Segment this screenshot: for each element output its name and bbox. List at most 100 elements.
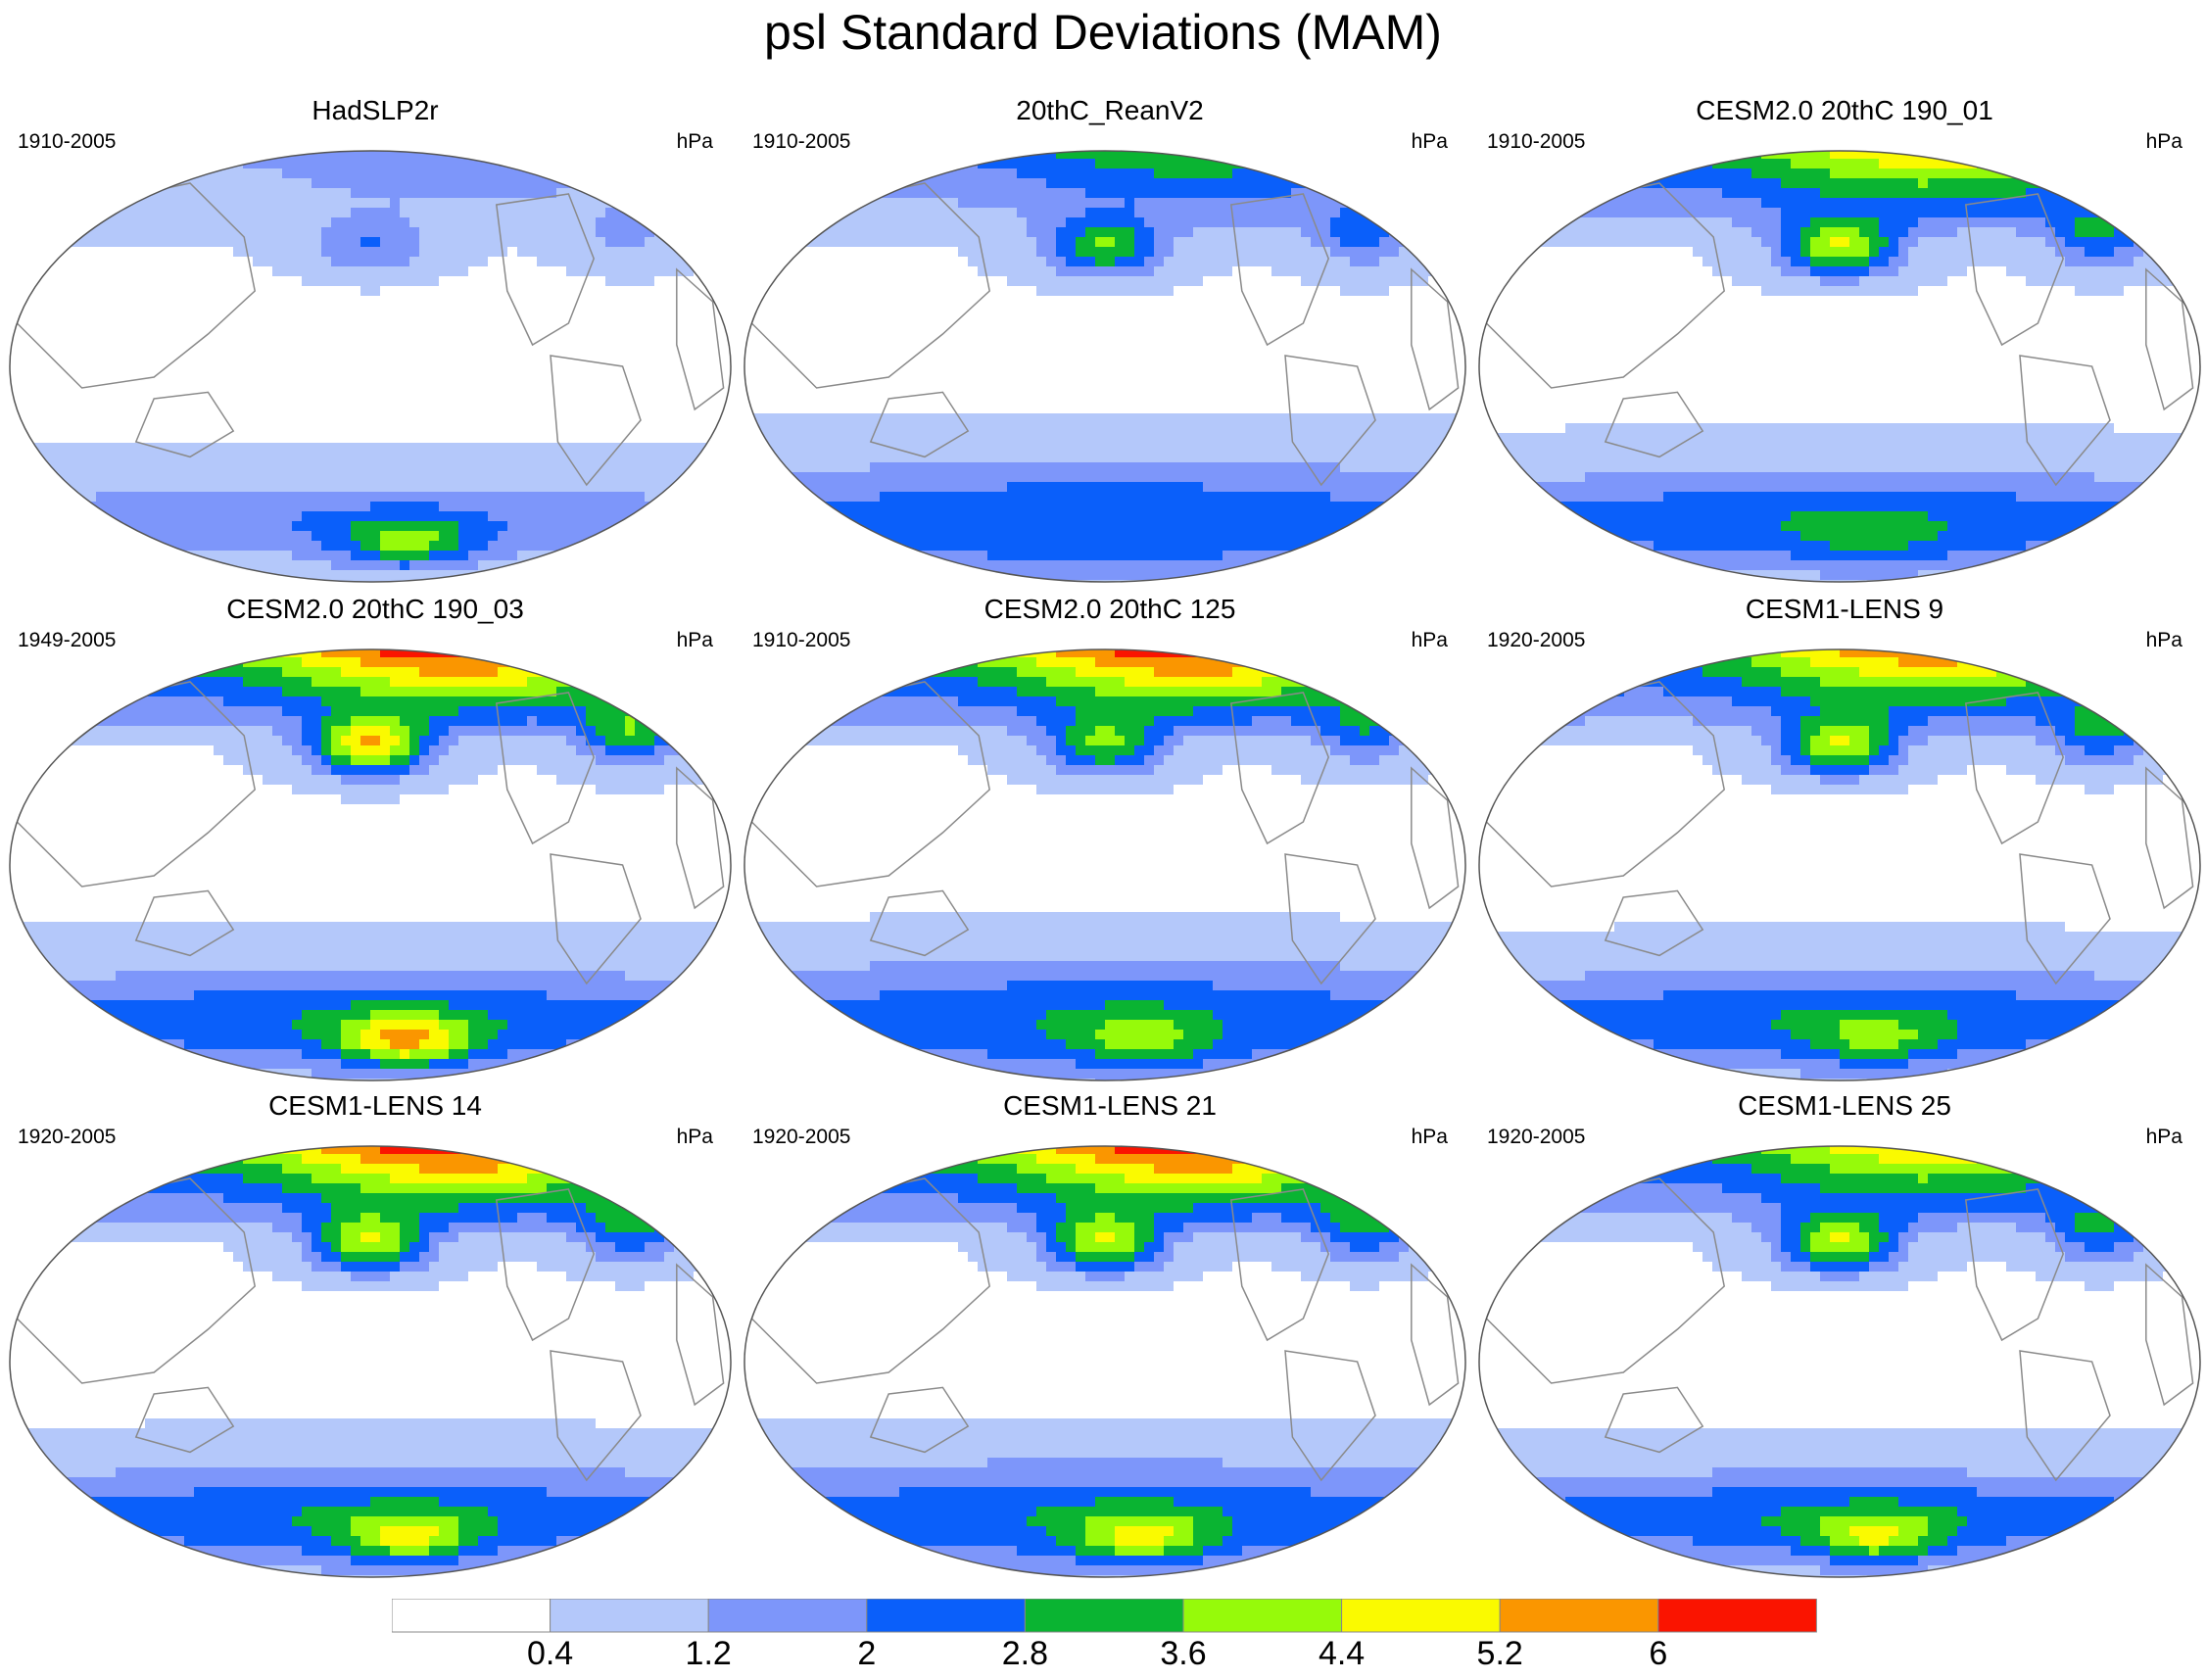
contour-cell <box>1164 1262 1233 1272</box>
map-panel: CESM1-LENS 25 1920-2005 hPa <box>1477 1089 2206 1578</box>
contour-cell <box>1134 1232 1155 1243</box>
contour-cell <box>1479 804 2200 815</box>
contour-cell <box>674 159 731 169</box>
contour-cell <box>10 1232 293 1243</box>
coastline <box>1964 193 2065 347</box>
contour-cell <box>10 687 68 697</box>
contour-cell <box>10 1164 68 1175</box>
contour-cell <box>67 667 283 678</box>
contour-cell <box>1879 227 1909 238</box>
contour-cell <box>1479 178 1508 189</box>
contour-cell <box>978 159 1096 169</box>
contour-cell <box>840 1154 979 1165</box>
contour-cell <box>596 726 626 737</box>
contour-cell <box>10 1049 303 1060</box>
contour-cell <box>1056 1252 1077 1263</box>
panel-title: CESM1-LENS 25 <box>1738 1090 1951 1121</box>
contour-cell <box>10 726 28 737</box>
panel-period: 1910-2005 <box>752 629 851 651</box>
colorbar-box <box>1499 1599 1659 1633</box>
contour-cell <box>429 551 469 561</box>
contour-cell <box>744 765 988 776</box>
contour-cell <box>968 257 1047 267</box>
contour-cell <box>744 1409 1465 1419</box>
contour-cell <box>67 1164 283 1175</box>
panel-period: 1920-2005 <box>1487 1126 1586 1148</box>
contour-cell <box>1056 1223 1077 1233</box>
contour-cell <box>10 1507 303 1517</box>
contour-cell <box>10 804 731 815</box>
panel-title: CESM1-LENS 14 <box>268 1090 482 1121</box>
contour-cell <box>576 1223 606 1233</box>
contour-cell <box>1947 551 2200 561</box>
contour-cell <box>2153 696 2200 707</box>
panel-period: 1920-2005 <box>1487 629 1586 651</box>
contour-cell <box>10 706 58 717</box>
contour-cell <box>1918 570 2200 581</box>
contour-cell <box>2085 1242 2115 1253</box>
contour-cell <box>1154 1213 1253 1224</box>
contour-cell <box>1350 1281 1380 1292</box>
contour-cell <box>987 765 1057 776</box>
contour-cell <box>10 794 342 805</box>
contour-cell <box>1869 1232 1890 1243</box>
contour-cell <box>703 1223 731 1233</box>
contour-cell <box>1056 1232 1077 1243</box>
contour-cell <box>10 990 195 1001</box>
contour-cell <box>478 1536 557 1547</box>
contour-cell <box>27 649 77 658</box>
contour-cell <box>380 286 731 297</box>
world-map <box>743 150 1466 583</box>
contour-cell <box>1438 1223 1465 1233</box>
contour-cell <box>321 1146 381 1155</box>
contour-cell <box>1330 1232 1400 1243</box>
contour-cell <box>1898 736 1929 746</box>
contour-cell <box>1771 1020 1841 1031</box>
contour-cell <box>1076 1059 1204 1070</box>
contour-cell <box>1311 1223 1341 1233</box>
contour-cell <box>664 785 731 795</box>
contour-cell <box>2143 217 2183 228</box>
contour-cell <box>1409 159 1465 169</box>
contour-cell <box>1174 1497 1419 1508</box>
contour-cell <box>360 286 381 297</box>
contour-cell <box>744 1497 792 1508</box>
contour-cell <box>1479 726 1752 737</box>
contour-cell <box>1428 1526 1465 1537</box>
coastline <box>1411 267 1460 411</box>
contour-cell <box>1125 736 1145 746</box>
contour-cell <box>1418 1213 1465 1224</box>
contour-cell <box>1781 1232 1801 1243</box>
contour-cell <box>958 745 1037 756</box>
contour-cell <box>674 1030 731 1040</box>
contour-cell <box>331 1242 342 1253</box>
contour-cell <box>331 1536 361 1547</box>
contour-cell <box>605 1174 685 1184</box>
panel-units: hPa <box>1411 1126 1448 1148</box>
contour-cell <box>586 1203 655 1214</box>
contour-cell <box>2114 785 2200 795</box>
contour-cell <box>2055 745 2086 756</box>
contour-cell <box>1918 1232 2046 1243</box>
panel-period: 1910-2005 <box>752 130 851 153</box>
contour-cell <box>1967 266 2007 277</box>
contour-cell <box>1046 1174 1126 1184</box>
contour-cell <box>2026 151 2095 160</box>
contour-cell <box>1134 237 1155 248</box>
contour-cell <box>1340 462 1465 473</box>
contour-cell <box>27 1223 273 1233</box>
contour-cell <box>1536 1030 1792 1040</box>
contour-cell <box>2143 247 2200 258</box>
contour-cell <box>1957 657 2046 668</box>
contour-cell <box>2006 765 2193 776</box>
contour-cell <box>331 217 410 228</box>
contour-cell <box>527 716 538 727</box>
contour-cell <box>10 1059 87 1070</box>
contour-cell <box>2143 745 2200 756</box>
contour-cell <box>703 1193 731 1204</box>
contour-cell <box>10 1526 68 1537</box>
contour-cell <box>292 551 352 561</box>
contour-cell <box>1781 227 1801 238</box>
contour-cell <box>1379 1242 1410 1253</box>
contour-cell <box>1340 178 1465 189</box>
